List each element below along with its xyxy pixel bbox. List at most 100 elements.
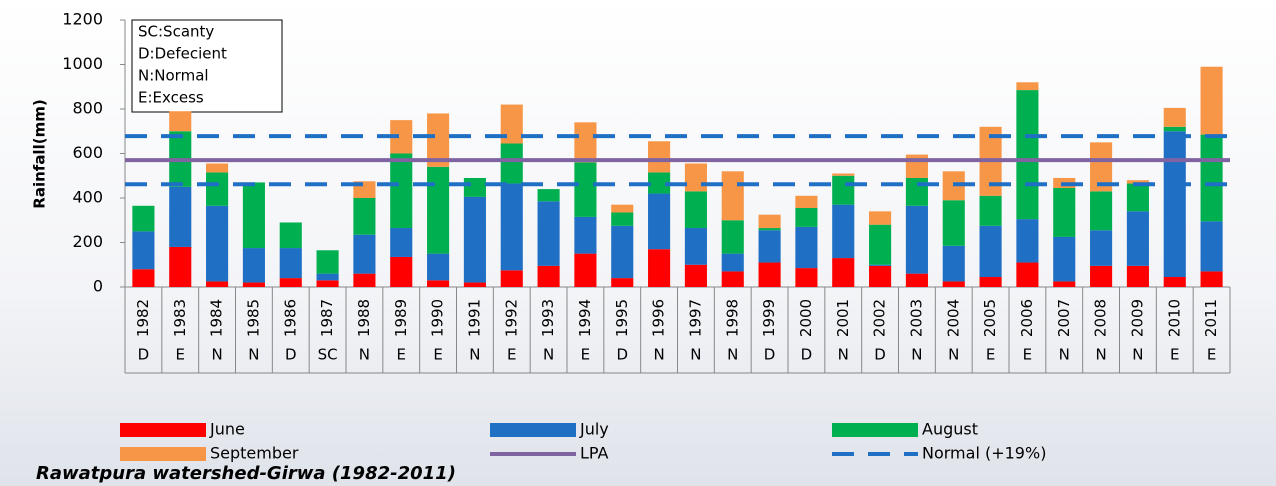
bar-segment: [611, 204, 634, 213]
bar-segment: [132, 205, 155, 232]
bar-segment: [390, 256, 413, 287]
bar-segment: [316, 273, 339, 281]
class-label: E: [1023, 346, 1032, 364]
class-label: E: [1170, 346, 1179, 364]
x-tick-label: 1988: [355, 299, 373, 337]
class-label: N: [469, 346, 480, 364]
class-label: E: [507, 346, 516, 364]
x-tick-label: 1993: [539, 299, 557, 337]
bar-segment: [242, 282, 265, 287]
legend-swatch: [490, 423, 576, 437]
bar-segment: [463, 177, 486, 197]
bar-segment: [1200, 134, 1223, 222]
x-tick-label: 2002: [871, 299, 889, 337]
bar-segment: [1163, 276, 1186, 287]
bar-segment: [721, 171, 744, 221]
bar-segment: [500, 183, 523, 271]
bar-segment: [1053, 236, 1076, 282]
bar-segment: [242, 182, 265, 249]
x-tick-label: 2011: [1202, 299, 1220, 337]
bar-segment: [390, 120, 413, 154]
legend-swatch: [120, 423, 206, 437]
bar-segment: [537, 189, 560, 202]
bar-segment: [758, 214, 781, 229]
bar-segment: [279, 222, 302, 249]
class-label: D: [764, 346, 776, 364]
class-label: D: [616, 346, 628, 364]
class-label: N: [948, 346, 959, 364]
bar-segment: [684, 228, 707, 265]
bar-segment: [390, 153, 413, 229]
legend-label: LPA: [580, 444, 609, 463]
bar-segment: [684, 191, 707, 229]
annotation: SC:Scanty: [138, 23, 214, 41]
y-tick-label: 200: [72, 232, 103, 251]
bar-segment: [132, 231, 155, 270]
x-tick-label: 1986: [281, 299, 299, 337]
bar-segment: [279, 248, 302, 279]
x-tick-label: 1999: [760, 299, 778, 337]
bar-segment: [795, 195, 818, 209]
bar-segment: [942, 281, 965, 287]
y-tick-label: 1200: [62, 10, 103, 29]
x-tick-label: 1994: [576, 299, 594, 337]
bar-segment: [1090, 265, 1113, 287]
x-tick-label: 2009: [1128, 299, 1146, 337]
bar-segment: [1163, 126, 1186, 132]
bar-segment: [648, 193, 671, 250]
bar-segment: [905, 177, 928, 206]
bar-segment: [500, 143, 523, 184]
bar-segment: [795, 226, 818, 269]
class-label: E: [1207, 346, 1216, 364]
x-tick-label: 1996: [650, 299, 668, 337]
bar-segment: [648, 172, 671, 194]
bar-segment: [574, 122, 597, 163]
bar-segment: [463, 282, 486, 287]
bar-segment: [1016, 219, 1039, 263]
bar-segment: [574, 253, 597, 287]
bar-segment: [500, 270, 523, 287]
legend-label: Normal (+19%): [922, 444, 1046, 463]
class-label: N: [1059, 346, 1070, 364]
y-tick-label: 800: [72, 99, 103, 118]
bar-segment: [353, 234, 376, 274]
bar-segment: [1053, 187, 1076, 237]
bar-segment: [1126, 180, 1149, 184]
x-tick-label: 1989: [392, 299, 410, 337]
class-label: N: [690, 346, 701, 364]
bar-segment: [979, 225, 1002, 277]
bar-segment: [574, 162, 597, 217]
bar-segment: [611, 212, 634, 226]
bar-segment: [979, 195, 1002, 226]
bar-segment: [1090, 142, 1113, 192]
x-tick-label: 1998: [723, 299, 741, 337]
x-tick-label: 2004: [944, 299, 962, 337]
x-tick-label: 1985: [244, 299, 262, 337]
legend-swatch: [832, 423, 918, 437]
bar-segment: [1053, 281, 1076, 287]
x-tick-label: 1983: [171, 299, 189, 337]
bar-segment: [427, 253, 450, 281]
class-label: D: [874, 346, 886, 364]
x-tick-label: 1990: [429, 299, 447, 337]
class-label: N: [248, 346, 259, 364]
bar-segment: [1163, 131, 1186, 277]
bar-segment: [1016, 90, 1039, 220]
bar-segment: [1200, 221, 1223, 272]
bar-segment: [537, 265, 560, 287]
bar-segment: [316, 280, 339, 287]
x-tick-label: 1984: [208, 299, 226, 337]
bar-segment: [942, 245, 965, 282]
footer-title: Rawatpura watershed-Girwa (1982-2011): [36, 463, 456, 484]
x-tick-label: 1987: [318, 299, 336, 337]
bar-segment: [206, 205, 229, 282]
class-label: E: [397, 346, 406, 364]
class-label: E: [176, 346, 185, 364]
class-label: N: [211, 346, 222, 364]
bar-segment: [758, 262, 781, 287]
bar-segment: [169, 186, 192, 247]
bar-segment: [574, 216, 597, 254]
bar-segment: [316, 250, 339, 274]
class-label: N: [359, 346, 370, 364]
bar-segment: [832, 258, 855, 287]
